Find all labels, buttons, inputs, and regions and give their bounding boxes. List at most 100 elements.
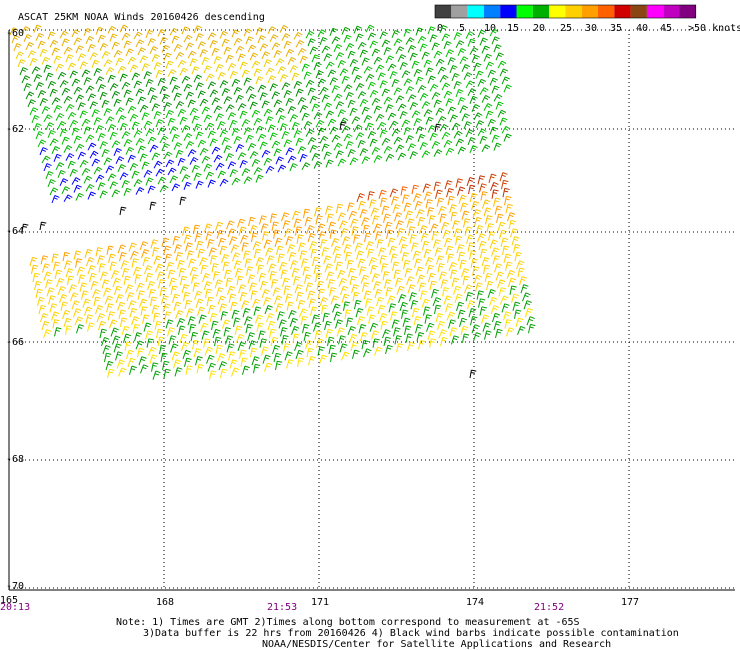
wind-barb [202,273,211,283]
wind-barb [443,90,453,99]
wind-barb [382,271,390,281]
wind-barb [325,110,335,119]
wind-barb [107,74,116,83]
wind-barb [317,223,326,233]
wind-barb [360,332,368,342]
wind-barb [132,323,140,334]
wind-barb [43,64,52,73]
wind-barb [343,133,353,142]
wind-barb [141,63,150,72]
wind-barb [57,285,67,295]
wind-barb [302,323,310,334]
wind-barb [419,93,429,101]
wind-barb [517,325,526,335]
wind-barb [359,49,368,58]
legend-swatch [598,5,615,18]
wind-barb [275,58,285,67]
wind-barb [418,282,427,292]
wind-barb [123,187,132,196]
wind-barb [189,266,199,276]
wind-barb [229,169,238,178]
wind-barb [445,303,453,313]
legend-unit: >50 knots [688,23,740,34]
wind-barb [341,351,350,361]
wind-barb [127,357,136,367]
wind-barb [251,158,261,167]
wind-barb [481,314,490,324]
wind-barb [89,52,99,61]
wind-barb [419,225,428,235]
wind-barb [205,73,215,82]
wind-barb [257,264,265,275]
wind-barb [431,42,440,51]
wind-barb [49,88,58,97]
wind-barb [395,220,404,230]
wind-barb [349,58,359,67]
wind-barb [213,154,223,163]
wind-barb [372,215,380,225]
wind-barb [325,61,335,70]
wind-barb [392,261,400,271]
wind-barb [185,141,195,149]
wind-barb [427,26,436,35]
wind-barb [275,360,283,371]
wind-barb [409,52,418,61]
wind-barb [326,213,334,223]
wind-barb [83,77,92,86]
wind-barb [329,287,337,297]
wind-barb [438,329,448,339]
wind-barb [248,340,257,350]
wind-barb [204,346,214,356]
wind-barb [259,215,267,225]
wind-barb [249,52,259,61]
lat-label: -70 [6,581,24,592]
wind-barb [47,179,56,188]
wind-barb [115,107,125,115]
wind-barb [183,133,193,141]
wind-barb [255,27,265,36]
wind-barb [11,35,20,44]
wind-barb [127,154,136,163]
wind-barb [133,129,143,138]
wind-barb [414,200,423,211]
wind-barb [260,280,268,291]
wind-barb [247,332,255,342]
wind-barb [339,343,348,353]
wind-barb [313,111,323,120]
wind-barb [403,28,412,37]
wind-barb [401,119,411,128]
wind-barb [466,234,475,244]
wind-barb [120,317,128,327]
wind-barb [439,271,447,281]
wind-barb [443,295,452,305]
wind-barb [60,301,69,311]
wind-barb [407,94,417,103]
wind-barb [501,303,510,313]
wind-barb [290,260,299,270]
wind-barb [445,245,454,255]
wind-barb [341,75,350,84]
wind-barb [253,68,262,77]
wind-barb [31,264,39,275]
wind-barb [362,224,370,235]
wind-barb [149,95,158,104]
wind-barb [179,67,189,76]
wind-barb [71,177,81,185]
wind-barb [225,335,234,345]
wind-barb [322,312,330,323]
wind-barb [218,361,227,371]
wind-barb [469,250,477,260]
wind-barb [323,53,333,62]
wind-barb [379,255,387,265]
wind-barb [233,317,241,327]
wind-barb [147,281,156,291]
wind-barb [311,103,320,112]
wind-barb [223,96,233,105]
wind-barb [139,298,148,308]
wind-barb [391,128,401,137]
wind-barb [385,287,393,297]
legend-tick: 0 [437,23,443,34]
wind-barb [311,152,321,161]
wind-barb [193,123,202,132]
wind-barb [423,109,433,117]
